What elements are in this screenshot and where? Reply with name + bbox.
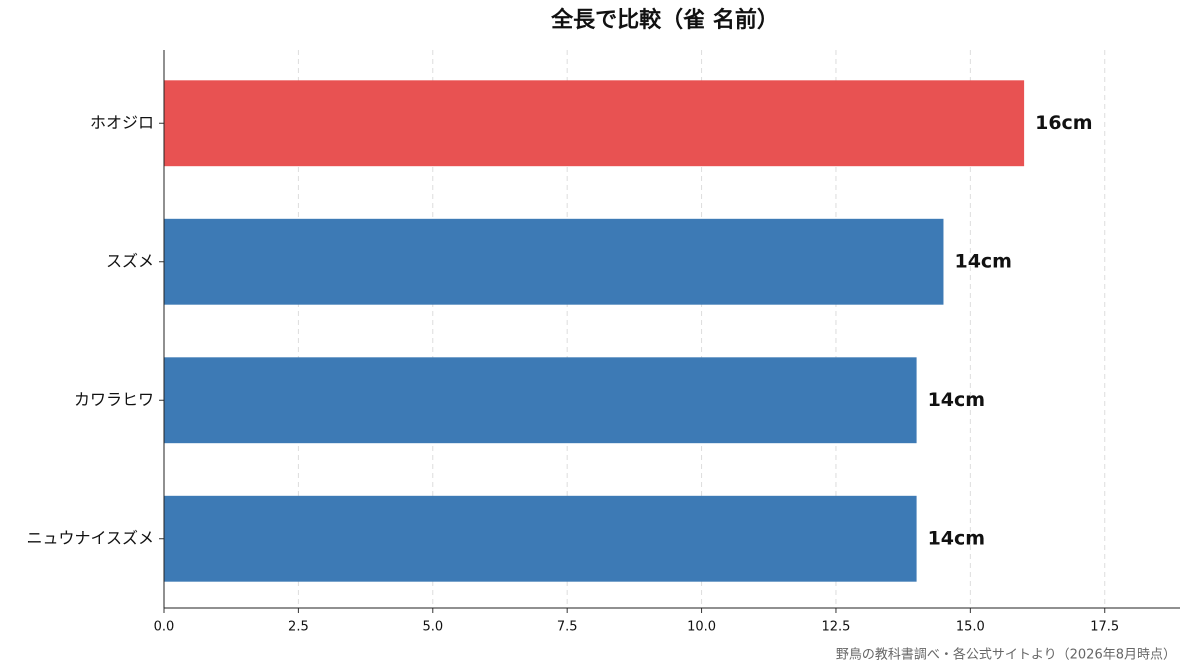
- x-tick-label: 12.5: [821, 620, 850, 635]
- x-tick-label: 10.0: [687, 620, 716, 635]
- x-tick-label: 15.0: [956, 620, 985, 635]
- chart-title: 全長で比較（雀 名前）: [550, 7, 779, 33]
- value-label: 14cm: [928, 527, 986, 549]
- y-tick-label: カワラヒワ: [74, 390, 154, 409]
- bar: [164, 80, 1025, 167]
- x-tick-label: 17.5: [1090, 620, 1119, 635]
- x-tick-label: 7.5: [557, 620, 578, 635]
- value-label: 14cm: [954, 250, 1012, 272]
- x-tick-label: 5.0: [422, 620, 443, 635]
- bar: [164, 357, 917, 444]
- bar: [164, 218, 944, 305]
- y-tick-label: スズメ: [106, 251, 154, 270]
- source-note: 野鳥の教科書調べ・各公式サイトより（2026年8月時点）: [836, 647, 1176, 663]
- x-tick-label: 2.5: [288, 620, 309, 635]
- bar: [164, 495, 917, 582]
- value-label: 16cm: [1035, 112, 1093, 134]
- value-label: 14cm: [928, 389, 986, 411]
- y-tick-label: ニュウナイスズメ: [26, 528, 154, 547]
- y-tick-label: ホオジロ: [90, 113, 154, 132]
- x-tick-label: 0.0: [154, 620, 175, 635]
